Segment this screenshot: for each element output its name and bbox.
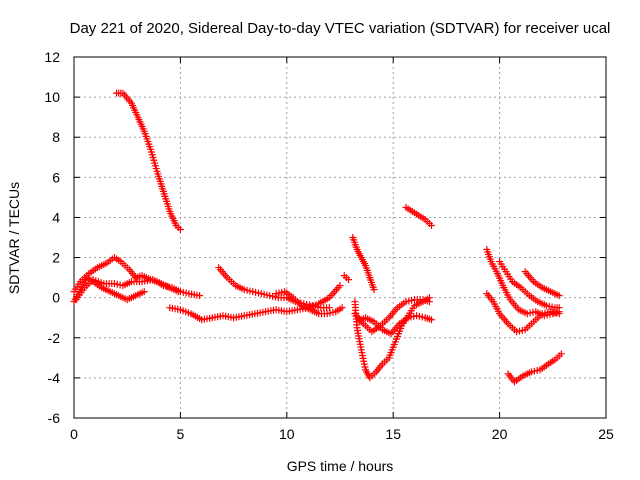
x-axis-label: GPS time / hours [287, 458, 394, 474]
data-point [425, 298, 433, 306]
data-point [338, 304, 346, 312]
series-track-17 [521, 268, 563, 300]
y-tick-label: -4 [48, 370, 61, 386]
x-tick-label: 5 [177, 426, 185, 442]
plot-frame [73, 56, 607, 419]
series-track-4 [72, 276, 182, 304]
series-track-2 [70, 254, 204, 300]
data-point [336, 282, 344, 290]
series-track-9 [349, 234, 378, 294]
y-tick-label: -2 [48, 330, 61, 346]
data-point [555, 310, 563, 318]
data-point [196, 292, 204, 300]
chart-title: Day 221 of 2020, Sidereal Day-to-day VTE… [70, 20, 611, 37]
x-tick-label: 15 [385, 426, 401, 442]
data-point [345, 276, 353, 284]
y-tick-label: 4 [52, 209, 60, 225]
series-track-12 [353, 312, 436, 338]
data-point [428, 221, 436, 229]
y-tick-label: 8 [52, 129, 60, 145]
x-axis-ticks: 0 5 10 15 20 25 [70, 57, 614, 442]
data-point [174, 288, 182, 296]
data-point [428, 316, 436, 324]
series-track-15 [483, 290, 563, 336]
series-track-18 [504, 350, 565, 386]
series-track-14 [483, 246, 563, 320]
series-track-5 [166, 282, 344, 324]
series-track-7 [272, 288, 346, 318]
series-track-1 [113, 89, 184, 233]
plot-border [73, 56, 607, 419]
y-tick-label: 10 [44, 89, 60, 105]
x-tick-label: 0 [70, 426, 78, 442]
series-track-16 [496, 258, 563, 312]
data-point [176, 225, 184, 233]
grid-lines [74, 57, 606, 418]
y-tick-label: 0 [52, 290, 60, 306]
series-track-6 [215, 264, 333, 312]
data-point [140, 288, 148, 296]
x-tick-label: 20 [492, 426, 508, 442]
y-tick-label: 12 [44, 49, 60, 65]
data-point [555, 304, 563, 312]
y-tick-label: 6 [52, 169, 60, 185]
series-track-11 [351, 296, 433, 336]
data-point [325, 304, 333, 312]
y-tick-label: 2 [52, 250, 60, 266]
y-tick-label: -6 [48, 410, 61, 426]
y-axis-label: SDTVAR / TECUs [6, 182, 22, 294]
data-points [70, 89, 565, 386]
data-point [555, 292, 563, 300]
x-tick-label: 25 [598, 426, 614, 442]
series-track-13 [402, 203, 436, 229]
data-point [370, 286, 378, 294]
series-track-8 [340, 272, 353, 284]
data-point [557, 350, 565, 358]
x-tick-label: 10 [279, 426, 295, 442]
y-axis-ticks: -6 -4 -2 0 2 4 6 8 10 12 [44, 49, 606, 426]
